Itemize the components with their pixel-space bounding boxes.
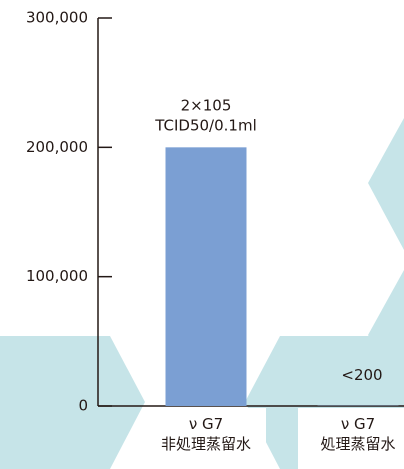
y-tick-label: 0 [78, 397, 88, 415]
hexagon [368, 270, 404, 400]
y-tick-label: 200,000 [26, 138, 88, 156]
x-tick-label: ν G7 非処理蒸留水 [161, 415, 251, 453]
bar [165, 147, 247, 407]
value-label: 2×105 TCID50/0.1ml [154, 96, 257, 134]
value-label: <200 [341, 366, 382, 384]
label-background [298, 408, 404, 469]
y-tick-label: 300,000 [26, 9, 88, 27]
hexagon [368, 118, 404, 250]
y-tick-label: 100,000 [26, 267, 88, 285]
label-background [146, 408, 266, 469]
hexagon [0, 336, 145, 469]
x-tick-label: ν G7 処理蒸留水 [320, 415, 395, 453]
